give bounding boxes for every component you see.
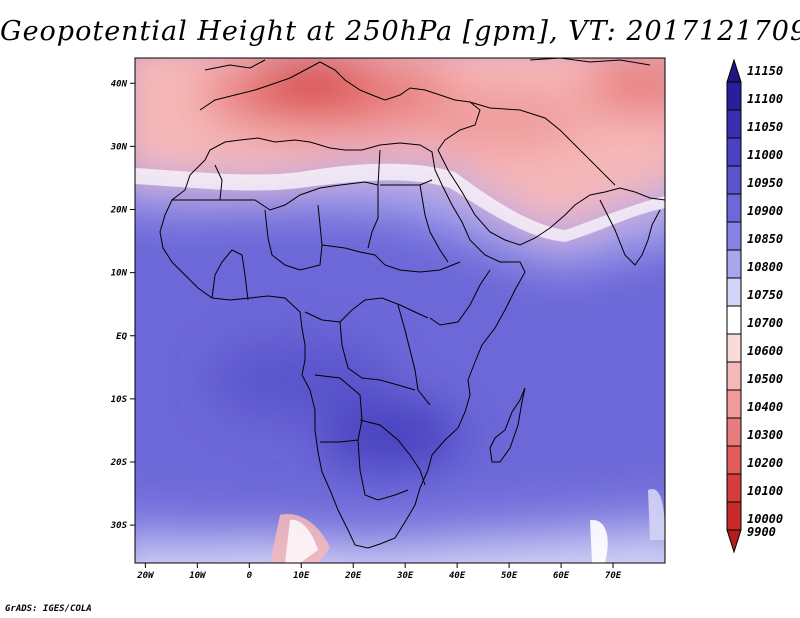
legend-label-bottom: 9900 bbox=[747, 525, 776, 539]
legend-label: 11150 bbox=[747, 64, 783, 78]
legend-swatch bbox=[726, 277, 742, 307]
lon-tick-label: 10E bbox=[293, 571, 310, 581]
legend-swatch bbox=[726, 221, 742, 251]
lon-tick-label: 0 bbox=[247, 571, 253, 581]
legend-top-arrow bbox=[726, 58, 742, 83]
legend-label: 10600 bbox=[747, 344, 783, 358]
legend-swatch bbox=[726, 165, 742, 195]
lat-tick-label: 30S bbox=[110, 521, 128, 531]
legend-swatch bbox=[726, 193, 742, 223]
legend-label: 10700 bbox=[747, 316, 783, 330]
lat-tick-label: 20S bbox=[110, 458, 128, 468]
grads-credit: GrADS: IGES/COLA bbox=[5, 604, 92, 614]
map-title: Geopotential Height at 250hPa [gpm], VT:… bbox=[0, 16, 800, 47]
legend-label: 10950 bbox=[747, 176, 783, 190]
lat-tick-label: 20N bbox=[110, 206, 128, 216]
lat-tick-label: 30N bbox=[110, 142, 128, 152]
legend-swatch bbox=[726, 389, 742, 419]
legend-swatch bbox=[726, 501, 742, 531]
legend-label: 10300 bbox=[747, 428, 783, 442]
lon-tick-label: 40E bbox=[449, 571, 466, 581]
legend-label: 11000 bbox=[747, 148, 783, 162]
lon-tick-label: 20W bbox=[136, 571, 155, 581]
lat-tick-label: EQ bbox=[116, 332, 127, 342]
lat-tick-label: 40N bbox=[111, 79, 128, 89]
lat-tick-label: 10S bbox=[111, 395, 128, 405]
coastlines bbox=[159, 58, 665, 549]
lon-tick-label: 20E bbox=[344, 571, 362, 581]
legend-swatch bbox=[726, 445, 742, 475]
legend-label: 10400 bbox=[747, 400, 783, 414]
legend-label: 10900 bbox=[747, 204, 783, 218]
legend-label: 10200 bbox=[747, 456, 783, 470]
legend-label: 11050 bbox=[747, 120, 783, 134]
legend-label: 10750 bbox=[747, 288, 783, 302]
legend-swatch bbox=[726, 417, 742, 447]
height-field bbox=[135, 58, 665, 563]
legend-swatch bbox=[726, 137, 742, 167]
legend-label: 10800 bbox=[747, 260, 783, 274]
legend-swatch bbox=[726, 333, 742, 363]
legend-swatch bbox=[726, 109, 742, 139]
lat-tick-label: 10N bbox=[111, 269, 128, 279]
plot-frame bbox=[134, 57, 666, 564]
legend-label: 10000 bbox=[747, 512, 783, 526]
legend-swatch bbox=[726, 305, 742, 335]
lon-tick-label: 60E bbox=[553, 571, 570, 581]
lon-tick-label: 10W bbox=[189, 571, 207, 581]
legend-label: 10500 bbox=[747, 372, 783, 386]
legend-swatch bbox=[726, 473, 742, 503]
lon-tick-label: 50E bbox=[501, 571, 518, 581]
legend-label: 10850 bbox=[747, 232, 783, 246]
legend-label: 11100 bbox=[747, 92, 783, 106]
legend-swatch bbox=[726, 361, 742, 391]
lon-tick-label: 70E bbox=[605, 571, 622, 581]
legend-label: 10100 bbox=[747, 484, 783, 498]
lon-tick-label: 30E bbox=[396, 571, 414, 581]
legend-swatch bbox=[726, 81, 742, 111]
legend-bottom-arrow bbox=[726, 529, 742, 554]
legend-swatch bbox=[726, 249, 742, 279]
